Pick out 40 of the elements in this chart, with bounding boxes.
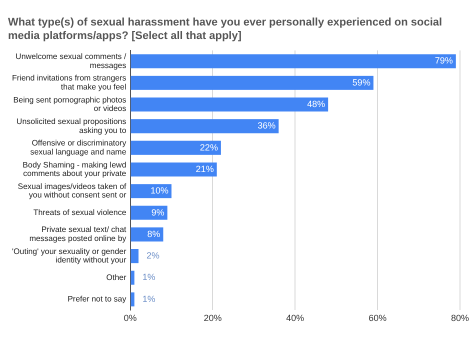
data-label: 10%: [150, 186, 168, 196]
y-tick-label: Being sent pornographic photos or videos: [13, 95, 126, 114]
y-tick-label: Prefer not to say: [68, 294, 126, 304]
y-tick-label: Body Shaming - making lewd comments about your private: [22, 160, 127, 178]
bar: [130, 97, 328, 112]
x-tick-label: 80%: [450, 313, 470, 324]
data-label: 1%: [142, 272, 156, 282]
x-tick-label: 60%: [368, 313, 387, 324]
data-label: 22%: [200, 142, 218, 152]
y-tick-label: Unsolicited sexual propositions asking you to: [16, 116, 127, 135]
bar: [130, 249, 139, 264]
data-label: 9%: [151, 207, 164, 218]
data-label: 8%: [147, 228, 160, 239]
data-label: 1%: [142, 294, 156, 304]
bar: [130, 140, 221, 155]
chart-title: What type(s) of sexual harassment have you ever personally experienced on social media platforms/apps? [Select all that apply]: [8, 16, 442, 42]
y-tick-label: Private sexual text/ chat messages posted online by: [29, 225, 128, 244]
data-label: 36%: [258, 120, 276, 131]
y-tick-label: Other: [106, 272, 127, 282]
y-tick-label: Sexual images/videos taken of you without consent sent or: [18, 182, 128, 200]
y-tick-label: 'Outing' your sexuality or gender identity without your: [12, 246, 127, 265]
bar: [130, 54, 456, 68]
bar: [130, 119, 279, 134]
x-tick-label: 0%: [124, 313, 137, 324]
bar: [130, 162, 217, 177]
data-label: 59%: [352, 77, 370, 88]
y-tick-label: Threats of sexual violence: [33, 208, 127, 217]
bar: [130, 206, 168, 220]
data-label: 2%: [146, 250, 160, 261]
bar: [130, 292, 134, 306]
x-tick-label: 40%: [286, 313, 304, 324]
y-tick-label: Unwelcome sexual comments / messages: [16, 52, 128, 70]
y-tick-label: Offensive or discriminatory sexual language and name: [30, 138, 127, 156]
data-label: 79%: [434, 56, 453, 66]
data-label: 21%: [196, 164, 214, 174]
y-tick-label: Friend invitations from strangers that make you feel: [12, 74, 126, 92]
bar: [130, 76, 374, 90]
data-label: 48%: [307, 99, 326, 110]
x-tick-label: 20%: [204, 313, 222, 324]
bar: [130, 270, 134, 285]
